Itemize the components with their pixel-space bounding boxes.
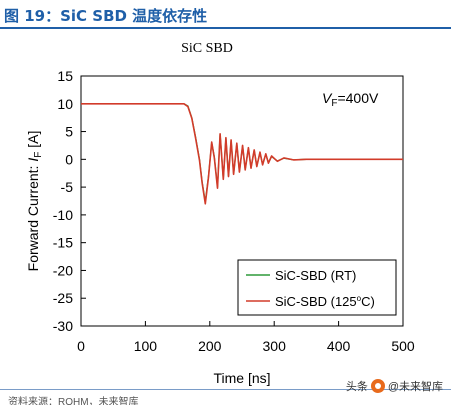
y-axis-label-prefix: Forward Current:: [25, 162, 41, 272]
y-tick-label: -25: [53, 290, 73, 306]
legend-label-125c: SiC-SBD (125oC): [275, 294, 375, 309]
watermark: 头条 @未来智库: [346, 378, 443, 394]
x-tick-label: 200: [198, 338, 222, 354]
chart: SiC SBD 15 10 5 0 -5 -10 -15 -20 -25 -30 0 100 200 3…: [25, 41, 415, 386]
y-axis-label: Forward Current: IF [A]: [25, 131, 44, 272]
chart-title: SiC SBD: [181, 41, 233, 56]
y-tick-label: 5: [65, 124, 73, 140]
annotation-value: =400V: [337, 90, 379, 106]
bottom-rule: [0, 389, 451, 390]
plot-frame: [80, 75, 404, 327]
x-tick-label: 0: [77, 338, 85, 354]
x-tick-label: 100: [134, 338, 158, 354]
annotation-symbol: V: [322, 90, 333, 106]
y-tick-label: -15: [53, 235, 73, 251]
x-axis-label: Time [ns]: [213, 370, 270, 386]
y-tick-label: -10: [53, 207, 73, 223]
watermark-logo-icon: [370, 379, 385, 393]
y-tick-label: 10: [57, 96, 73, 112]
figure-title: 图 19：SiC SBD 温度依存性: [4, 7, 208, 25]
y-tick-label: -30: [53, 318, 73, 334]
series-group: [81, 103, 403, 205]
y-axis-label-suffix: [A]: [25, 131, 41, 152]
y-tick-label: 0: [65, 151, 73, 167]
legend: SiC-SBD (RT) SiC-SBD (125oC): [237, 259, 397, 316]
header-rule: [0, 27, 451, 29]
y-axis: 15 10 5 0 -5 -10 -15 -20 -25 -30: [53, 68, 86, 334]
annotation-subscript: F: [331, 98, 337, 109]
y-tick-label: -5: [61, 179, 74, 195]
legend-label-125c-degree: o: [357, 294, 362, 303]
source-note: 资料来源：ROHM，未来智库: [8, 397, 139, 405]
figure-header: 图 19：SiC SBD 温度依存性: [0, 0, 451, 30]
x-tick-label: 400: [327, 338, 351, 354]
legend-box: [237, 259, 397, 316]
legend-label-125c-tail: C): [361, 294, 375, 309]
watermark-handle: @未来智库: [387, 381, 443, 393]
x-tick-label: 500: [391, 338, 415, 354]
x-axis: 0 100 200 300 400 500: [77, 321, 415, 354]
series-line-125c: [81, 103, 403, 205]
y-axis-label-subscript: F: [33, 152, 44, 158]
legend-label-125c-main: SiC-SBD (125: [275, 294, 357, 309]
watermark-prefix: 头条: [345, 381, 368, 393]
x-tick-label: 300: [263, 338, 287, 354]
y-tick-label: -20: [53, 262, 73, 278]
legend-label-rt: SiC-SBD (RT): [275, 268, 356, 283]
y-axis-label-symbol: I: [25, 158, 41, 162]
y-tick-label: 15: [57, 68, 73, 84]
voltage-annotation: VF=400V: [322, 90, 379, 109]
